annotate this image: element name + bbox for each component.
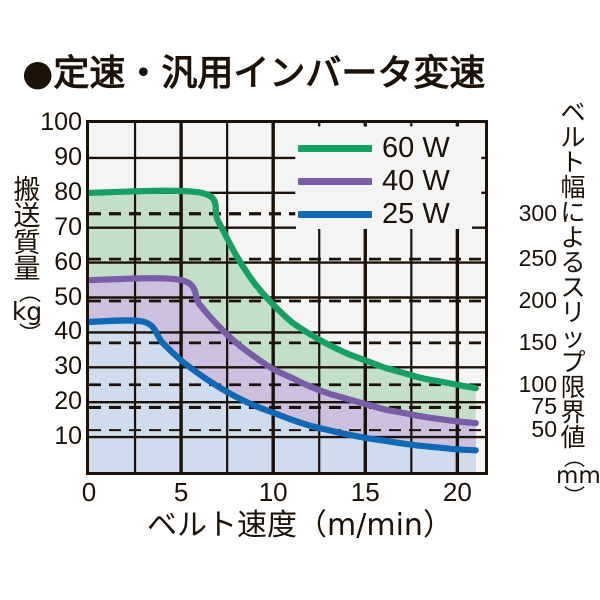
y-tick-70: 70 [54,212,82,241]
y2-axis-title-char: ス [560,273,586,302]
y-tick-80: 80 [54,177,82,206]
y-tick-40: 40 [54,317,82,346]
series-fill-25-w [89,320,476,472]
y2-axis-title-char: 幅 [560,173,586,202]
x-tick-10: 10 [258,477,288,507]
y-tick-10: 10 [54,422,82,451]
y-axis-title: 搬送質量（kg） [10,175,44,344]
y2-axis-title-char: リ [560,298,586,327]
y-tick-100: 100 [40,108,82,136]
series-line-60-w [89,187,479,392]
y2-tick-250: 250 [518,245,557,272]
y2-axis-tick-labels: 300 250 200 150 100 75 50 [497,0,559,600]
y-axis-title-char: 送 [13,201,41,233]
y2-axis-title-char: ベ [560,98,586,127]
legend-swatch-60-w [298,145,372,152]
legend-swatch-25-w [298,211,372,218]
y2-axis-title-char: る [560,248,586,277]
legend-label: 60 W [382,132,450,164]
y2-tick-75: 75 [531,393,557,420]
y-tick-50: 50 [54,282,82,311]
y2-axis-title-char: プ [560,348,586,377]
y2-tick-100: 100 [518,370,557,397]
y-axis-title-char: 搬 [13,175,41,206]
y2-tick-150: 150 [518,328,557,355]
series-line-25-w [89,317,479,454]
y-tick-20: 20 [54,387,82,416]
y2-axis-title-char: 限 [560,373,586,402]
y-axis-title-char: 量 [13,254,41,286]
chart-legend: 60 W 40 W 25 W [296,132,472,230]
y2-axis-title-char: ト [560,148,586,177]
legend-swatch-40-w [298,178,372,185]
y2-tick-200: 200 [518,286,557,313]
page-title: ●定速・汎用インバータ変速 [22,53,486,94]
y2-axis-title-char: 値 [560,423,586,452]
y2-tick-50: 50 [531,416,557,443]
y2-axis-title-char: よ [560,223,586,252]
y2-axis-title-char: mm [556,463,600,490]
legend-label: 25 W [382,198,450,230]
y-axis-title-char: 質 [13,227,41,259]
y2-axis-title-char: に [560,198,586,227]
series-line-40-w [89,275,479,427]
y-tick-30: 30 [54,352,82,381]
y2-axis-title-char: 界 [560,398,586,427]
x-tick-5: 5 [173,477,189,507]
legend-item-25-w[interactable]: 25 W [296,198,472,230]
y-tick-90: 90 [54,142,82,171]
y2-axis-title-char: ッ [560,323,586,352]
legend-item-60-w[interactable]: 60 W [296,132,472,164]
y2-axis-title-char: ル [560,123,586,152]
x-tick-20: 20 [442,477,472,507]
y-axis-tick-labels: 100 90 80 70 60 50 40 30 20 10 [6,0,82,600]
legend-label: 40 W [382,165,450,197]
y2-axis-title: ベルト幅によるスリップ限界値（mm） [556,98,600,506]
y-axis-title-char: kg [11,297,43,327]
x-tick-0: 0 [81,477,97,507]
x-tick-15: 15 [350,477,380,507]
y2-axis-title-char: （ [561,447,586,469]
y-tick-60: 60 [54,247,82,276]
legend-item-40-w[interactable]: 40 W [296,165,472,197]
x-axis-title: ベルト速度（m/min） [147,508,453,543]
y2-tick-300: 300 [518,199,557,226]
